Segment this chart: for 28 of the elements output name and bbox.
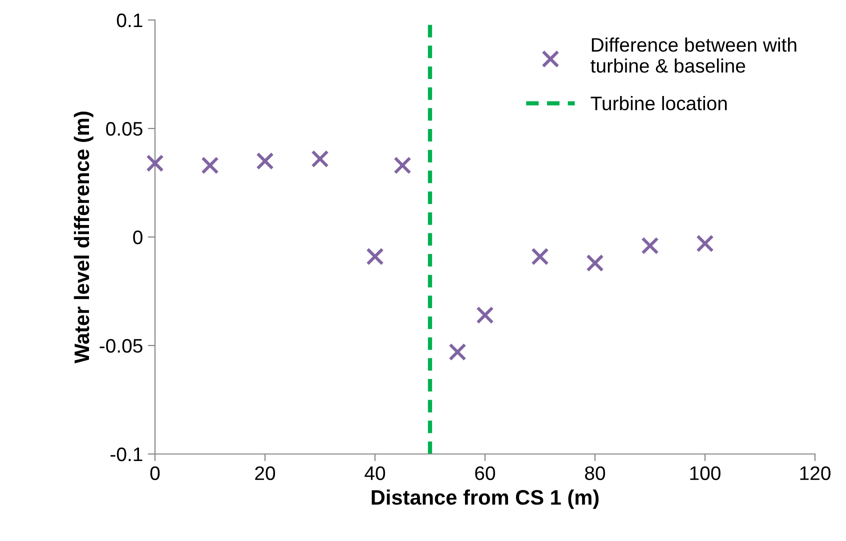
x-axis-title: Distance from CS 1 (m) bbox=[372, 489, 599, 509]
point bbox=[641, 236, 659, 254]
x-tick-label: 100 bbox=[690, 466, 720, 480]
legend-label: Difference between with turbine & baseline bbox=[590, 38, 796, 73]
y-axis-title: Water level difference (m) bbox=[74, 112, 94, 364]
x-tick-label: 120 bbox=[800, 466, 830, 480]
point bbox=[586, 254, 604, 272]
y-tick-label: -0.05 bbox=[100, 338, 142, 353]
point bbox=[476, 306, 494, 324]
x-tick-label: 0 bbox=[150, 466, 160, 480]
point bbox=[256, 152, 274, 170]
y-tick-label: 0.05 bbox=[106, 122, 142, 136]
y-tick-label: 0 bbox=[133, 230, 142, 244]
point bbox=[696, 234, 714, 252]
point bbox=[146, 154, 164, 172]
point bbox=[366, 248, 384, 266]
legend-label: Turbine location bbox=[590, 96, 727, 110]
point bbox=[448, 343, 466, 361]
x-tick-label: 20 bbox=[255, 466, 276, 480]
x-tick-label: 80 bbox=[585, 466, 606, 480]
y-tick-label: -0.1 bbox=[110, 447, 142, 462]
point bbox=[531, 248, 549, 266]
point bbox=[394, 156, 412, 174]
x-tick-label: 40 bbox=[364, 466, 386, 480]
point bbox=[201, 156, 219, 174]
x-tick-label: 60 bbox=[475, 466, 496, 480]
y-tick-label: 0.1 bbox=[116, 13, 142, 28]
point bbox=[311, 150, 329, 168]
